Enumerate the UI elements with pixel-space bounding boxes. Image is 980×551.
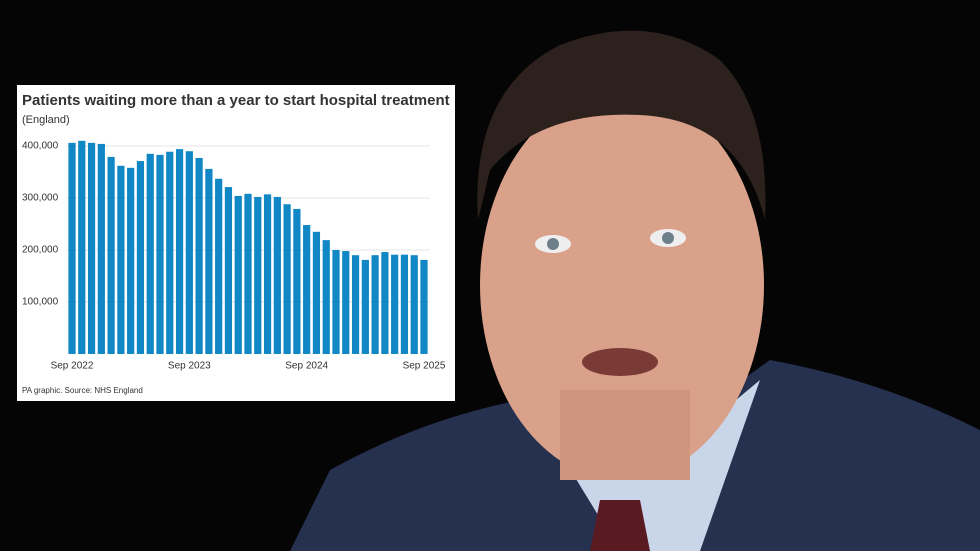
bar: [420, 259, 428, 354]
bar: [303, 225, 311, 354]
bar: [234, 195, 242, 354]
bar: [78, 140, 86, 354]
bar: [410, 255, 418, 354]
bar: [273, 196, 281, 354]
bar: [195, 157, 203, 354]
x-tick-label: Sep 2025: [403, 361, 446, 372]
chart-title: Patients waiting more than a year to sta…: [22, 92, 450, 109]
bar: [391, 254, 399, 354]
bar: [117, 165, 125, 354]
y-tick-label: 400,000: [22, 141, 59, 152]
bar: [400, 254, 409, 354]
chart-subtitle: (England): [22, 114, 70, 126]
bar: [322, 240, 330, 354]
y-tick-label: 300,000: [22, 193, 59, 204]
x-tick-label: Sep 2024: [285, 361, 328, 372]
bar: [293, 208, 301, 354]
bar: [263, 194, 272, 354]
bar: [97, 143, 105, 354]
bar: [381, 252, 389, 354]
bar: [332, 250, 340, 354]
bar: [351, 255, 360, 354]
bar: [127, 167, 135, 354]
bar: [185, 151, 193, 354]
bar: [136, 161, 145, 354]
bar: [312, 231, 321, 354]
photo-figure: [290, 30, 980, 551]
bar: [224, 187, 233, 354]
bar: [87, 142, 96, 354]
x-tick-label: Sep 2022: [51, 361, 94, 372]
bar: [283, 204, 291, 354]
bar: [166, 151, 174, 354]
bar: [342, 251, 350, 354]
bar: [156, 154, 164, 354]
bar: [68, 142, 76, 354]
y-tick-label: 100,000: [22, 297, 59, 308]
bar: [244, 193, 252, 354]
bar: [254, 196, 262, 354]
bar: [205, 168, 213, 354]
bar: [371, 255, 379, 354]
bar: [361, 259, 369, 354]
x-tick-label: Sep 2023: [168, 361, 211, 372]
bar: [107, 156, 115, 354]
y-tick-label: 200,000: [22, 245, 59, 256]
chart-source: PA graphic. Source: NHS England: [22, 386, 143, 395]
bar: [215, 178, 223, 354]
bar: [175, 149, 184, 354]
bar: [146, 153, 154, 354]
